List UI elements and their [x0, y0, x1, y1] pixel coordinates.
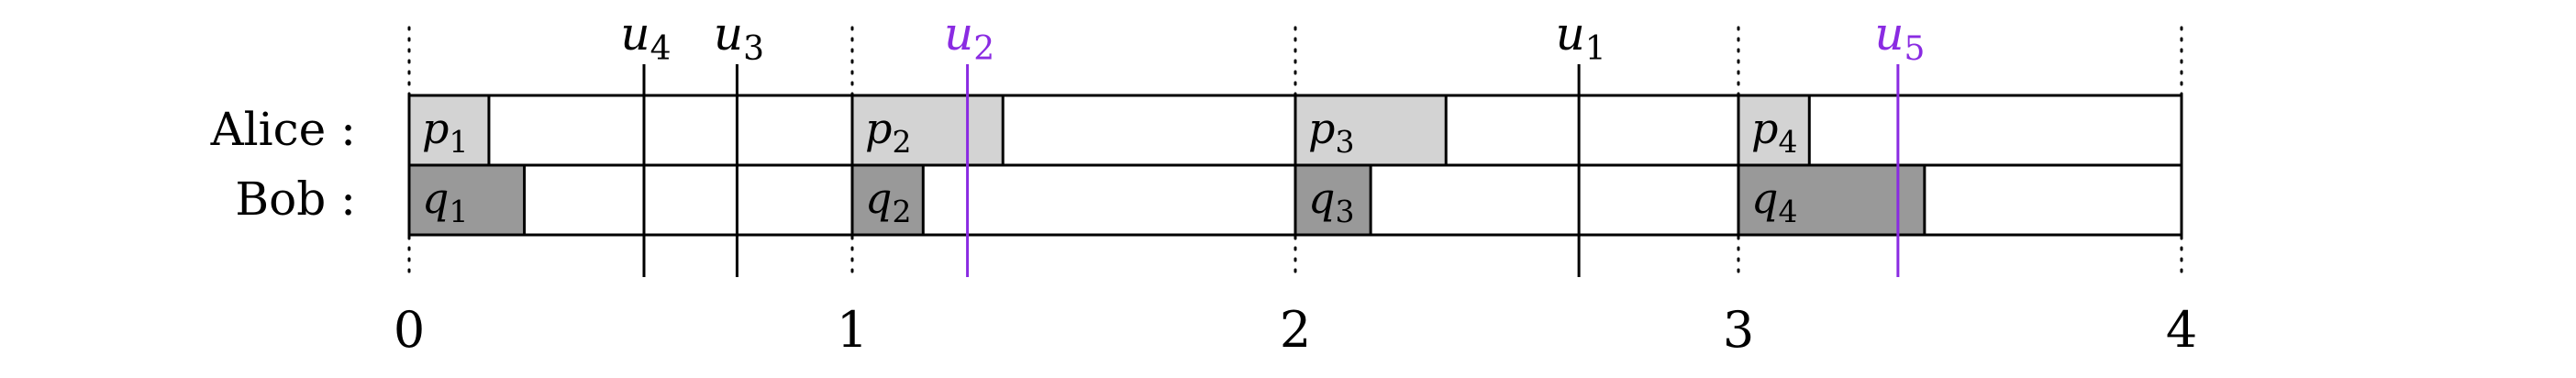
- row-label-0: Alice :: [210, 103, 356, 156]
- tick-label-3: 3: [1723, 301, 1754, 359]
- segment-label-q2: q2: [865, 173, 911, 229]
- tick-label-2: 2: [1280, 301, 1311, 359]
- row-outline-1: [407, 163, 2183, 237]
- segment-label-p4: p4: [1751, 104, 1797, 160]
- segment-label-p2: p2: [865, 104, 911, 160]
- segment-p4: [1737, 94, 1811, 167]
- time-markers: u4 u3 u2 u1 u5: [620, 7, 1925, 277]
- segment-p2: [850, 94, 1005, 167]
- row-labels: Alice : Bob :: [210, 103, 356, 226]
- segment-p3: [1294, 94, 1448, 167]
- marker-label-u4: u4: [620, 7, 671, 68]
- segment-label-p1: p1: [422, 104, 468, 160]
- tick-label-0: 0: [394, 301, 425, 359]
- tick-label-1: 1: [837, 301, 868, 359]
- row-0: p1 p2 p3 p4: [407, 94, 2183, 167]
- marker-label-u3: u3: [714, 7, 764, 68]
- row-label-1: Bob :: [235, 172, 356, 226]
- marker-label-u2: u2: [944, 7, 994, 68]
- row-1: q1 q2 q3 q4: [407, 163, 2183, 237]
- segment-label-q1: q1: [422, 173, 468, 229]
- segment-label-p3: p3: [1308, 104, 1354, 160]
- segment-label-q4: q4: [1751, 173, 1797, 229]
- marker-label-u5: u5: [1874, 7, 1925, 68]
- segment-label-q3: q3: [1308, 173, 1354, 229]
- marker-label-u1: u1: [1556, 7, 1606, 68]
- timeline-rows: p1 p2 p3 p4 q1 q2 q3 q4: [407, 94, 2183, 237]
- tick-label-4: 4: [2166, 301, 2197, 359]
- axis-tick-labels: 0 1 2 3 4: [394, 301, 2197, 359]
